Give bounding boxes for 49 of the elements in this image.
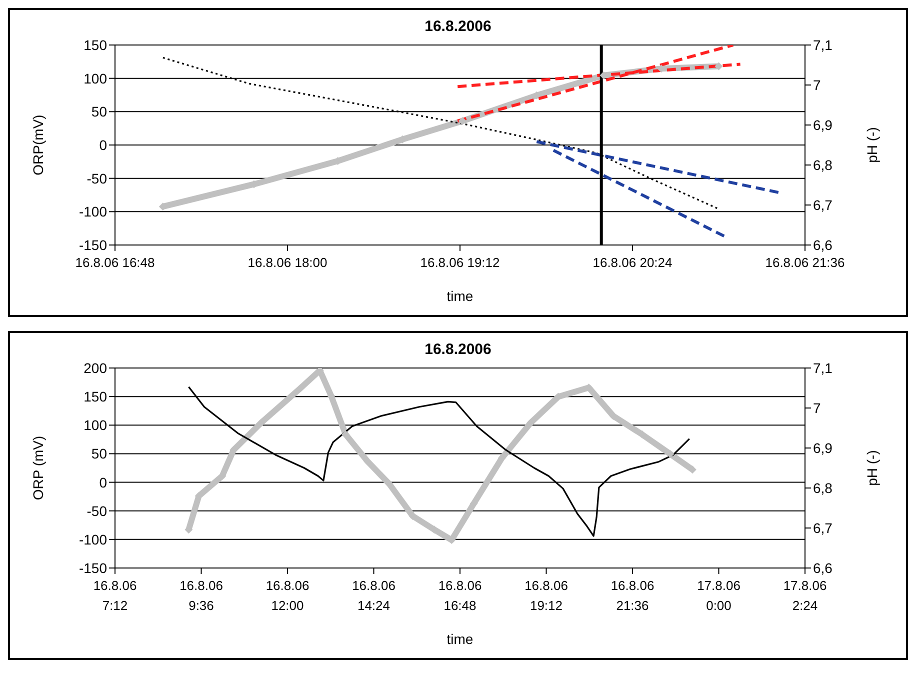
x-tick-label: 16.8.06 18:00 [248,255,328,270]
y2-axis-title: pH (-) [864,450,880,486]
y-tick-label: -150 [78,560,108,576]
y2-tick-label: 6,8 [813,480,833,496]
y2-tick-label: 6,9 [813,116,833,133]
y-tick-label: 0 [99,136,108,153]
y-tick-label: 100 [84,417,108,434]
x-tick-label: 16.8.06 19:12 [420,255,500,270]
y-axis-title: ORP (mV) [30,436,46,500]
y2-tick-label: 6,7 [813,196,833,213]
x-tick-label: 16.8.06 7:12 [93,578,137,613]
y-tick-label: 150 [84,388,108,405]
y2-tick-label: 6,6 [813,560,833,576]
x-axis-title: time [446,631,474,647]
y-tick-label: -100 [78,204,108,220]
chart-title: 16.8.2006 [424,341,492,358]
x-tick-label: 16.8.06 12:00 [266,578,310,613]
x-tick-label: 17.8.06 0:00 [697,578,740,613]
y-tick-label: 150 [84,36,108,53]
y2-tick-label: 6,7 [813,520,833,536]
y-tick-label: -100 [78,531,108,548]
y2-tick-label: 7,1 [813,36,833,53]
x-tick-label: 16.8.06 21:36 [610,578,654,613]
y-tick-label: 50 [91,446,108,462]
x-tick-label: 16.8.06 16:48 [438,578,482,613]
x-tick-label: 16.8.06 21:36 [765,255,845,270]
x-tick-label: 16.8.06 20:24 [592,255,672,270]
x-tick-label: 16.8.06 19:12 [524,578,568,613]
chart-title: 16.8.2006 [424,18,492,35]
y-tick-label: 50 [91,104,108,120]
y-tick-label: 0 [99,474,108,490]
y-tick-label: -50 [86,170,108,186]
x-tick-label: 17.8.06 2:24 [783,578,827,613]
y2-axis-title: pH (-) [864,127,880,163]
x-axis-title: time [446,288,474,304]
y2-tick-label: 6,8 [813,156,833,173]
x-tick-label: 16.8.06 9:36 [180,578,223,613]
y2-tick-label: 6,9 [813,440,833,456]
y-tick-label: 200 [84,360,108,376]
y-axis-title: ORP(mV) [30,114,46,176]
y-tick-label: 100 [84,70,108,86]
y2-tick-label: 6,6 [813,236,833,253]
x-tick-label: 16.8.06 16:48 [75,255,155,270]
x-tick-label: 16.8.06 14:24 [352,578,396,613]
y2-tick-label: 7 [813,76,821,93]
y-tick-label: -50 [86,502,108,519]
y2-tick-label: 7,1 [813,360,833,376]
y-tick-label: -150 [78,236,108,253]
y2-tick-label: 7 [813,400,821,416]
